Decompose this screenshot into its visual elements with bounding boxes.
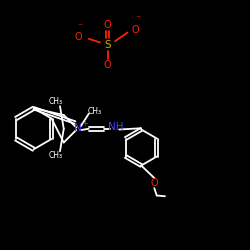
Text: O: O [104,60,111,70]
Text: O: O [150,178,158,188]
Text: NH: NH [108,122,124,132]
Text: O: O [132,25,139,35]
Text: CH₃: CH₃ [48,97,62,106]
Text: CH₃: CH₃ [48,151,62,160]
Text: N: N [74,123,82,133]
Text: O: O [75,32,82,42]
Text: S: S [104,40,111,50]
Text: ⁻: ⁻ [77,22,82,32]
Text: CH₃: CH₃ [87,107,101,116]
Text: O: O [104,20,111,30]
Text: ⁻: ⁻ [135,14,140,24]
Text: +: + [81,119,88,128]
